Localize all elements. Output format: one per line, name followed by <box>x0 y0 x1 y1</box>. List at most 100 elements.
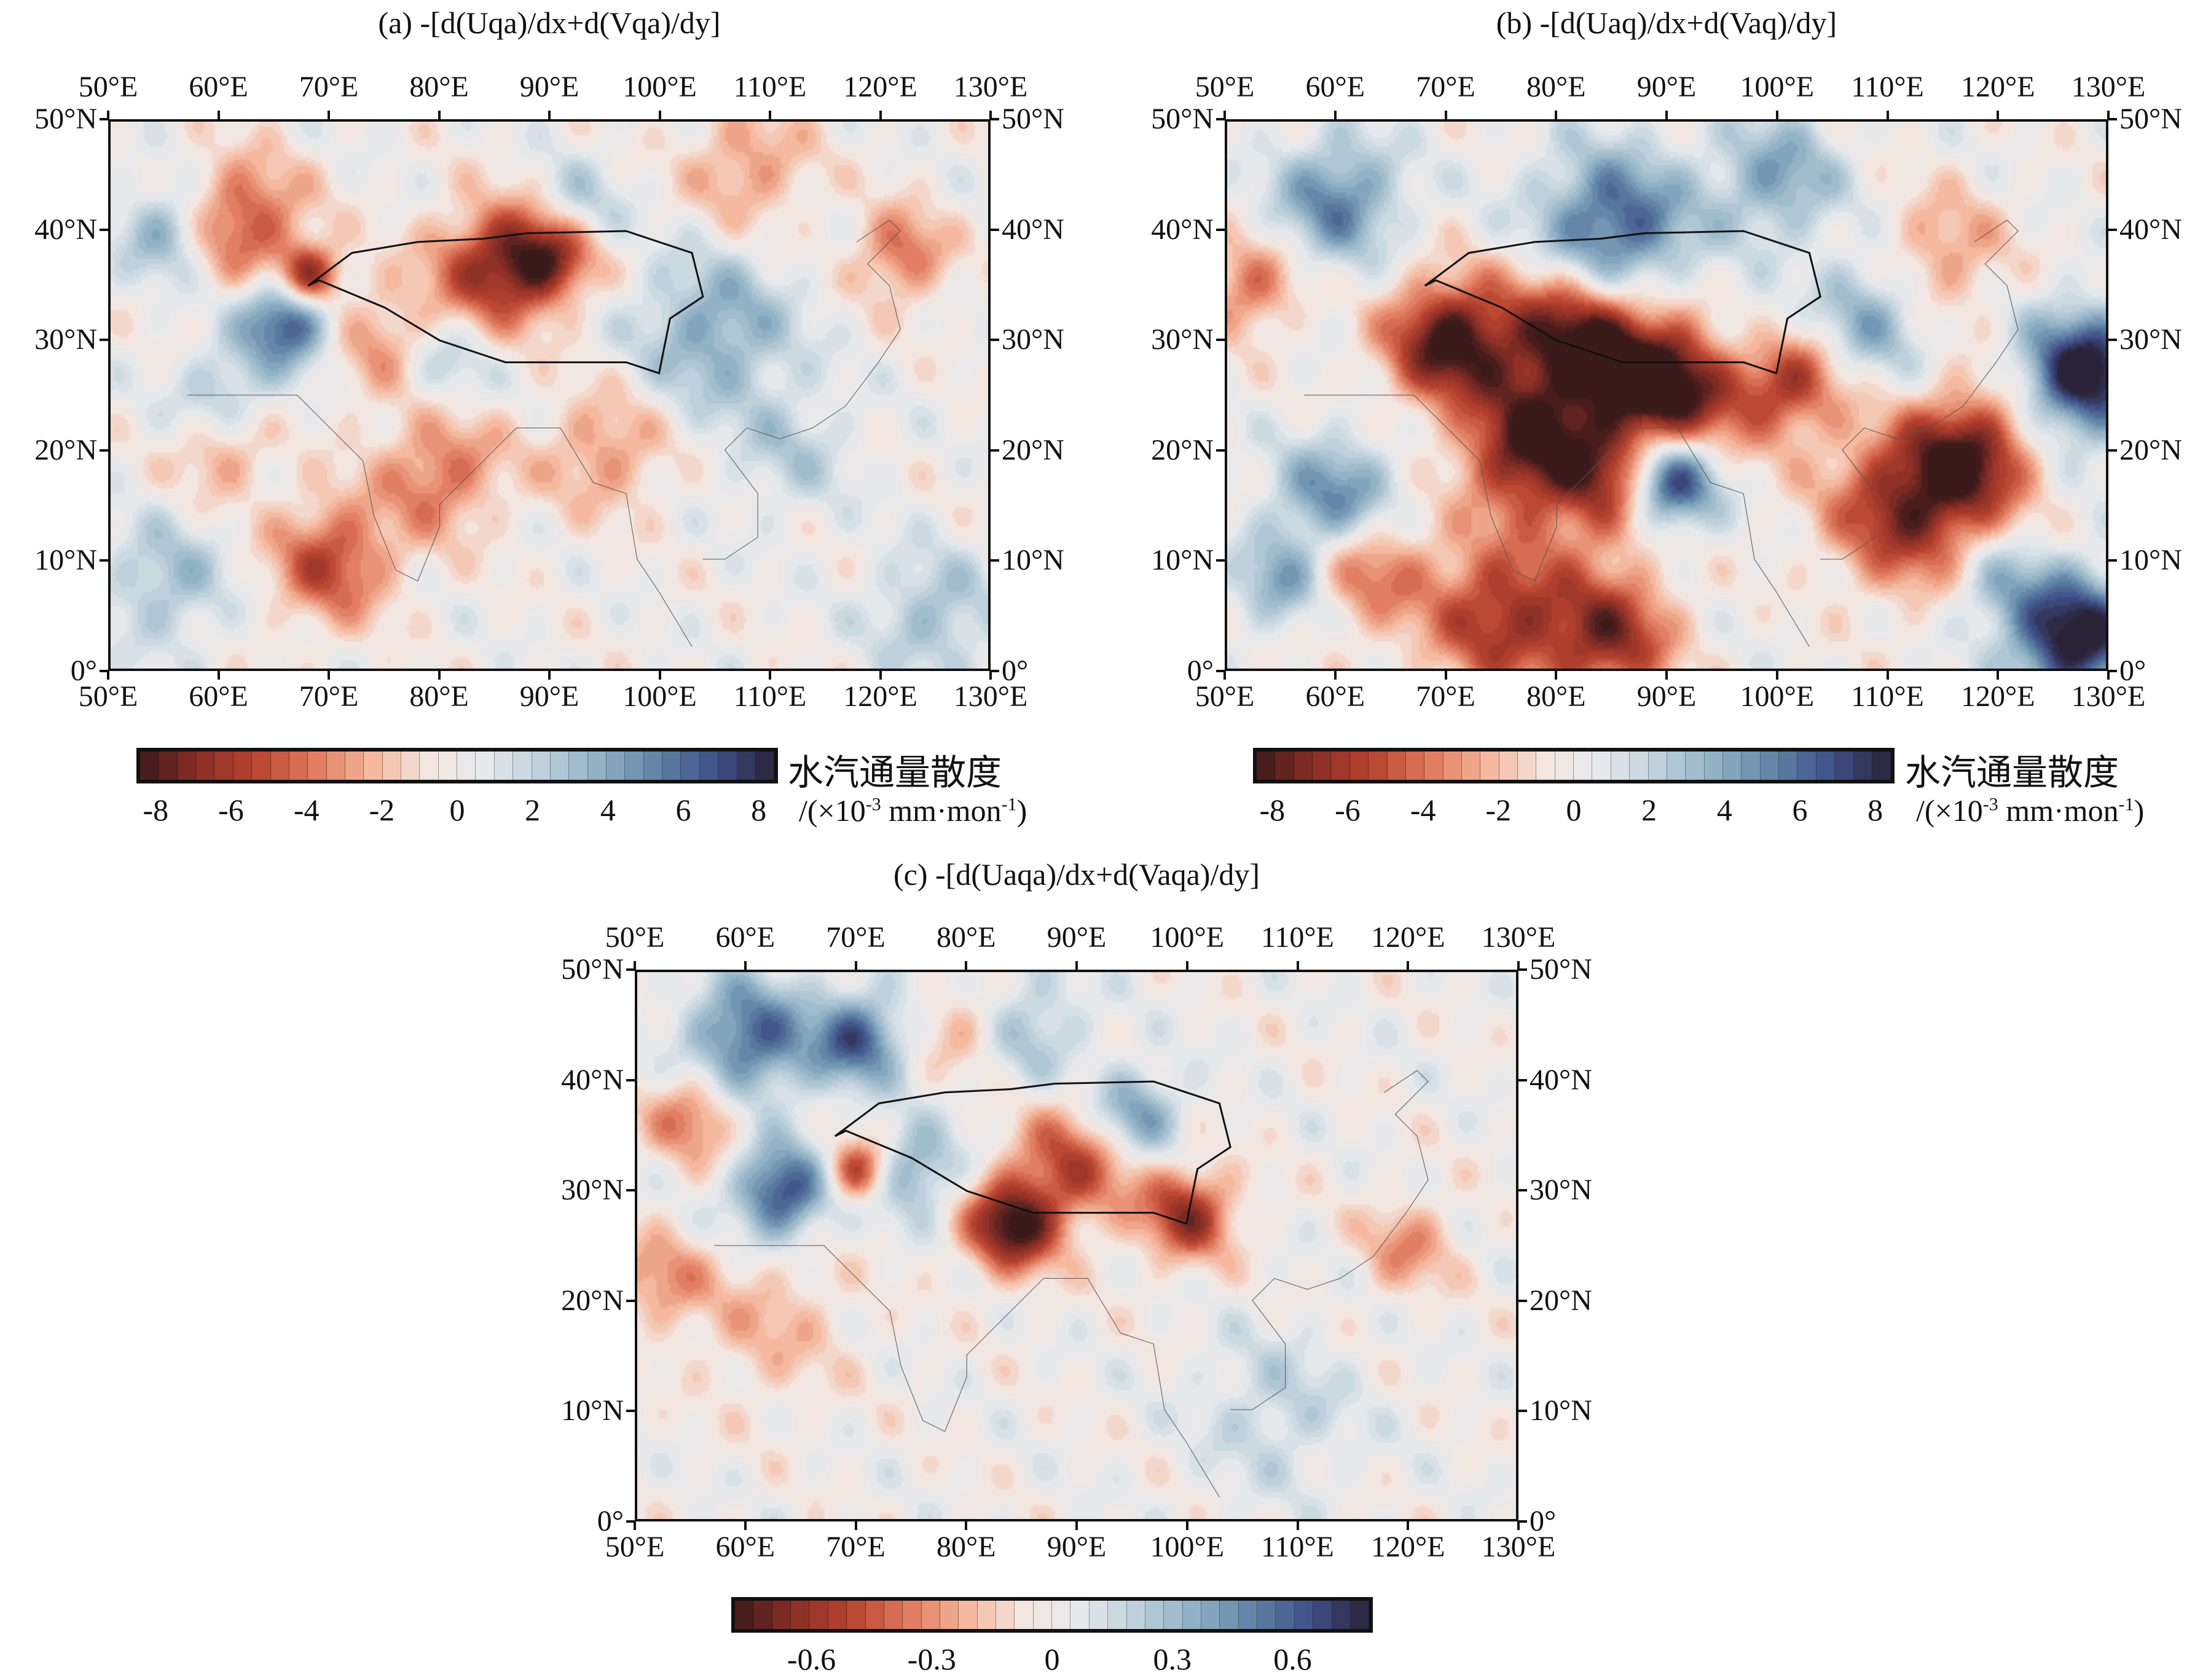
lat-tick-label-right: 30°N <box>1530 1174 1592 1207</box>
lon-tick-label-top: 50°E <box>1195 71 1255 103</box>
colorbar-level <box>1238 1601 1258 1629</box>
lon-tick-label-top: 100°E <box>622 71 697 103</box>
colorbar-level <box>753 1601 772 1629</box>
lat-tick-label-right: 20°N <box>1530 1284 1592 1317</box>
lon-tick-label-bottom: 70°E <box>1416 680 1475 713</box>
lon-tick-label-bottom: 60°E <box>715 1531 776 1563</box>
tibetan-plateau-outline <box>1425 231 1821 373</box>
colorbar-level <box>1220 1601 1239 1629</box>
tick-mark <box>438 111 441 119</box>
tick-mark <box>1555 111 1558 119</box>
lon-tick-label-bottom: 130°E <box>1481 1531 1556 1563</box>
tick-mark <box>626 1410 635 1413</box>
colorbar-level <box>364 752 383 780</box>
tick-mark <box>2108 339 2117 342</box>
colorbar-level <box>1350 1601 1370 1629</box>
colorbar-level <box>643 752 663 780</box>
lat-tick-label-left: 20°N <box>561 1284 624 1317</box>
colorbar-level <box>847 1601 866 1629</box>
tick-mark <box>1216 670 1225 672</box>
colorbar-level <box>233 752 253 780</box>
tick-mark <box>854 1521 857 1530</box>
tick-mark <box>1555 671 1558 680</box>
lon-tick-label-top: 120°E <box>1370 921 1445 954</box>
panel-b-colorbar <box>1253 748 1895 783</box>
tick-mark <box>1886 671 1889 680</box>
lon-tick-label-top: 120°E <box>1960 71 2035 103</box>
lat-tick-label-left: 10°N <box>34 544 97 577</box>
tick-mark <box>1333 111 1337 119</box>
colorbar-level <box>1294 1601 1314 1629</box>
colorbar-level <box>550 752 570 780</box>
lat-tick-label-left: 40°N <box>34 213 97 246</box>
lon-tick-label-bottom: 80°E <box>409 680 469 713</box>
tick-mark <box>100 449 108 452</box>
tick-mark <box>328 671 330 680</box>
tick-mark <box>1185 961 1188 970</box>
colorbar-tick-label: 4 <box>1716 793 1732 827</box>
tick-mark <box>548 671 551 680</box>
tibetan-plateau-outline <box>308 231 703 373</box>
lon-tick-label-bottom: 120°E <box>1960 680 2035 713</box>
lon-tick-label-bottom: 100°E <box>1150 1531 1225 1563</box>
coastline <box>1304 395 1809 646</box>
tick-mark <box>991 559 999 562</box>
tick-mark <box>1517 961 1520 970</box>
colorbar-level <box>1349 752 1369 780</box>
tick-mark <box>991 228 999 231</box>
lat-tick-label-left: 40°N <box>1151 213 1214 246</box>
lon-tick-label-bottom: 50°E <box>1195 680 1255 713</box>
tick-mark <box>1886 111 1889 119</box>
lon-tick-label-bottom: 110°E <box>1851 680 1924 713</box>
colorbar-level <box>214 752 234 780</box>
tick-mark <box>2108 228 2117 231</box>
tick-mark <box>769 111 771 119</box>
tick-mark <box>1775 671 1778 680</box>
colorbar-tick-label: 4 <box>600 793 616 827</box>
colorbar-level <box>1461 752 1481 780</box>
lon-tick-label-top: 80°E <box>936 921 996 954</box>
lon-tick-label-bottom: 60°E <box>189 680 248 713</box>
tick-mark <box>879 671 882 680</box>
lon-tick-label-top: 100°E <box>1150 921 1225 954</box>
tick-mark <box>769 671 771 680</box>
colorbar-tick-label: 6 <box>675 793 691 827</box>
tick-mark <box>626 1299 635 1302</box>
tick-mark <box>634 961 636 970</box>
lat-tick-label-left: 0° <box>597 1505 624 1537</box>
lon-tick-label-top: 60°E <box>189 71 248 103</box>
lon-tick-label-bottom: 120°E <box>843 680 917 713</box>
lat-tick-label-left: 50°N <box>34 103 97 135</box>
tick-mark <box>2107 111 2110 119</box>
colorbar-level <box>1536 752 1555 780</box>
colorbar-level <box>1145 1601 1164 1629</box>
tick-mark <box>1518 1410 1527 1413</box>
panel-c-map <box>635 970 1518 1521</box>
tick-mark <box>1333 671 1337 680</box>
tick-mark <box>1407 1521 1410 1530</box>
colorbar-tick-label: 8 <box>751 793 767 827</box>
colorbar-level <box>1294 752 1313 780</box>
tick-mark <box>1075 1521 1078 1530</box>
tick-mark <box>2108 449 2117 452</box>
panel-b-colorbar-unit: /(×10-3 mm·mon-1) <box>1916 793 2145 828</box>
colorbar-level <box>1164 1601 1183 1629</box>
tick-mark <box>989 671 992 680</box>
colorbar-level <box>1816 752 1836 780</box>
tick-mark <box>1407 961 1410 970</box>
colorbar-level <box>1126 1601 1145 1629</box>
colorbar-level <box>1257 752 1276 780</box>
colorbar-level <box>1592 752 1611 780</box>
tick-mark <box>991 449 999 452</box>
lon-tick-label-top: 130°E <box>1481 921 1556 954</box>
lon-tick-label-bottom: 50°E <box>605 1531 665 1563</box>
lat-tick-label-right: 40°N <box>1530 1063 1592 1096</box>
colorbar-level <box>1686 752 1705 780</box>
colorbar-level <box>865 1601 884 1629</box>
tick-mark <box>1223 111 1226 119</box>
colorbar-level <box>1872 752 1891 780</box>
colorbar-tick-label: -8 <box>1259 793 1286 827</box>
colorbar-level <box>1797 752 1816 780</box>
lon-tick-label-top: 100°E <box>1740 71 1815 103</box>
coastline <box>187 395 692 646</box>
